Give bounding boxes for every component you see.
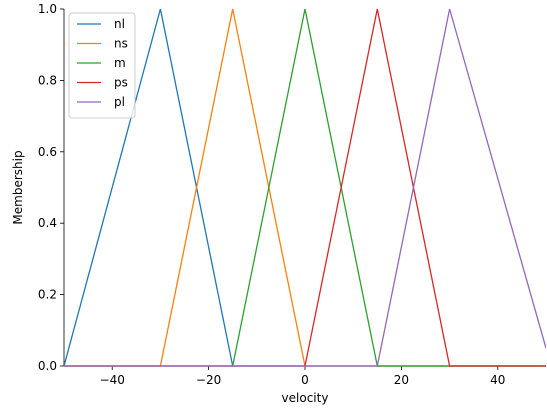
x-tick-label: 20: [394, 373, 409, 387]
x-tick-label: 40: [490, 373, 505, 387]
legend-label-pl: pl: [114, 95, 125, 109]
series-line-m: [64, 8, 546, 367]
y-axis-label: Membership: [11, 150, 25, 224]
y-tick-label: 1.0: [38, 2, 57, 16]
series-line-ns: [64, 8, 546, 367]
series-line-ps: [64, 8, 546, 367]
series-line-nl: [64, 8, 546, 367]
legend-label-nl: nl: [114, 17, 125, 31]
x-tick-label: −40: [100, 373, 125, 387]
y-tick-label: 0.6: [38, 145, 57, 159]
x-tick-label: 0: [301, 373, 309, 387]
x-axis-label: velocity: [282, 391, 329, 405]
y-tick-label: 0.8: [38, 73, 57, 87]
series-lines: [64, 8, 546, 367]
axes: −40 −20 0 20 40 0.0 0.2 0.4 0.6 0.8 1.0: [38, 2, 546, 387]
legend-label-ps: ps: [114, 76, 128, 90]
legend-box: [68, 12, 136, 119]
legend-label-ns: ns: [114, 37, 128, 51]
y-tick-label: 0.0: [38, 359, 57, 373]
x-tick-label: −20: [196, 373, 221, 387]
series-line-pl: [64, 8, 546, 367]
y-tick-label: 0.2: [38, 288, 57, 302]
legend: nl ns m ps pl: [68, 12, 136, 119]
y-tick-label: 0.4: [38, 216, 57, 230]
legend-label-m: m: [114, 56, 126, 70]
